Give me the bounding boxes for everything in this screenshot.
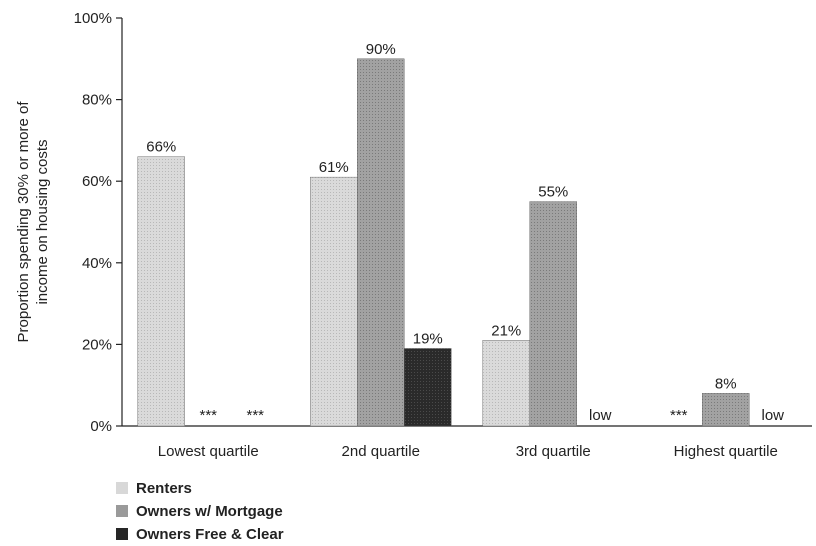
data-label: low — [761, 407, 784, 424]
legend-label: Owners w/ Mortgage — [136, 503, 283, 520]
x-tick-label: 2nd quartile — [342, 443, 420, 460]
y-tick-label: 80% — [82, 92, 112, 109]
data-label: 66% — [146, 139, 176, 156]
legend-swatch — [116, 482, 128, 494]
y-tick-label: 0% — [90, 418, 112, 435]
bar — [310, 177, 357, 426]
bar — [530, 202, 577, 426]
legend-swatch — [116, 505, 128, 517]
bar-chart: 0% 20% 40% 60% 80% 100% Proportion spending 30… — [0, 0, 816, 470]
legend-item: Owners w/ Mortgage — [116, 500, 284, 522]
y-axis-title: income on housing costs — [34, 139, 51, 304]
data-label: low — [589, 407, 612, 424]
bar — [138, 157, 185, 426]
x-tick-label: Lowest quartile — [158, 443, 259, 460]
bar — [404, 348, 451, 426]
plot-area: 0% 20% 40% 60% 80% 100% Proportion spending 30… — [15, 10, 812, 460]
x-tick-label: Highest quartile — [674, 443, 778, 460]
legend-label: Owners Free & Clear — [136, 526, 284, 543]
bar — [702, 393, 749, 426]
x-tick-label: 3rd quartile — [516, 443, 591, 460]
legend-label: Renters — [136, 480, 192, 497]
data-label: 21% — [491, 322, 521, 339]
data-label: *** — [246, 407, 264, 424]
y-tick-label: 40% — [82, 255, 112, 272]
y-tick-label: 60% — [82, 173, 112, 190]
legend: Renters Owners w/ Mortgage Owners Free & C… — [116, 477, 284, 546]
y-tick-label: 20% — [82, 336, 112, 353]
data-label: 19% — [413, 330, 443, 347]
data-label: *** — [199, 407, 217, 424]
legend-item: Owners Free & Clear — [116, 523, 284, 545]
bar — [357, 59, 404, 426]
data-label: 55% — [538, 184, 568, 201]
bar — [483, 340, 530, 426]
data-label: 61% — [319, 159, 349, 176]
legend-swatch — [116, 528, 128, 540]
data-label: 8% — [715, 375, 737, 392]
y-tick-label: 100% — [74, 10, 112, 27]
data-label: 90% — [366, 41, 396, 58]
legend-item: Renters — [116, 477, 284, 499]
data-label: *** — [670, 407, 688, 424]
y-axis-title: Proportion spending 30% or more of — [15, 101, 32, 343]
